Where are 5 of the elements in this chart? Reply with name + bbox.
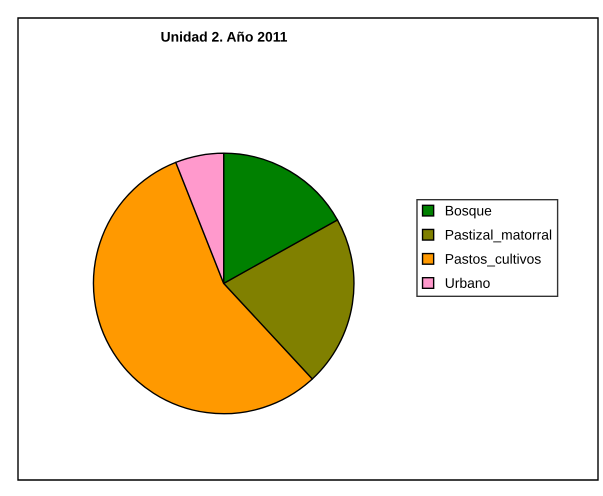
legend-label: Pastizal_matorral [446,229,552,242]
legend-label: Bosque [446,206,492,218]
legend-label: Pastos_cultivos [446,254,541,266]
chart-title: Unidad 2. Año 2011 [161,32,288,42]
legend-label: Urbano [446,278,490,288]
